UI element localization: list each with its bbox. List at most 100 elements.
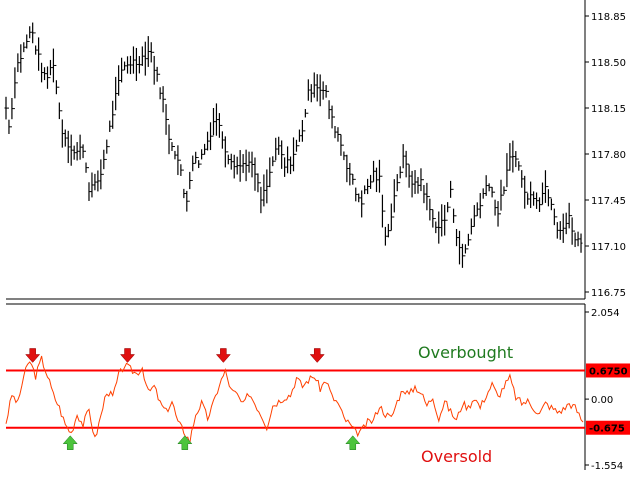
price-bar <box>78 134 82 160</box>
oscillator-tick-label: 2.054 <box>591 308 620 319</box>
price-bar <box>380 175 384 228</box>
price-bar <box>357 193 361 203</box>
price-bar <box>161 86 165 113</box>
price-bar <box>375 167 379 193</box>
price-bar <box>475 202 479 217</box>
price-bar <box>490 186 494 198</box>
price-bar <box>401 144 405 173</box>
price-bar <box>90 172 94 198</box>
price-bar <box>22 42 26 60</box>
price-tick-label: 117.45 <box>591 196 626 207</box>
price-bar <box>10 97 14 128</box>
price-bar <box>146 36 150 67</box>
signal-arrows <box>25 348 361 450</box>
price-bar <box>330 105 334 129</box>
price-bar <box>463 244 467 257</box>
price-bar <box>315 74 319 102</box>
price-bar <box>149 42 153 63</box>
price-bar <box>348 162 352 186</box>
price-bar <box>339 133 343 156</box>
price-bar <box>87 167 91 201</box>
price-bar <box>416 176 420 194</box>
price-bar <box>404 150 408 178</box>
price-bar <box>369 174 373 189</box>
price-bar <box>543 170 547 203</box>
price-tick-label: 116.75 <box>591 288 626 299</box>
price-bar <box>226 151 230 165</box>
price-y-ticks: 118.85 118.50 118.15 117.80 117.45 117.10 116.… <box>585 12 626 299</box>
price-bar <box>72 145 76 160</box>
level-badge <box>586 363 630 378</box>
price-bar <box>389 203 393 232</box>
price-bar <box>428 196 432 221</box>
price-bar <box>523 175 527 209</box>
price-bar <box>425 182 429 211</box>
price-bar <box>434 218 438 234</box>
price-bar <box>238 150 242 182</box>
price-bar <box>247 151 251 173</box>
price-bar <box>294 139 298 155</box>
price-bar <box>45 66 49 89</box>
price-bar <box>289 156 293 175</box>
price-bar <box>457 230 461 265</box>
level-badge-label: 0.6750 <box>589 366 628 377</box>
price-bar <box>111 100 115 129</box>
price-bar <box>43 67 47 81</box>
price-bar <box>526 191 530 205</box>
price-bar <box>540 182 544 206</box>
price-bar <box>576 231 580 247</box>
price-bar <box>271 156 275 173</box>
price-bar <box>327 90 331 120</box>
price-bar <box>354 178 358 202</box>
price-bar <box>549 197 553 211</box>
price-bar <box>223 136 227 168</box>
price-panel: 118.85 118.50 118.15 117.80 117.45 117.10 116.… <box>4 0 626 300</box>
price-bar <box>134 47 138 81</box>
price-tick-label: 118.85 <box>591 12 626 23</box>
price-bar <box>4 96 8 120</box>
price-bar <box>318 74 322 107</box>
price-bar <box>306 79 310 114</box>
price-tick-label: 118.15 <box>591 104 626 115</box>
price-bar <box>297 129 301 147</box>
price-bar <box>413 170 417 194</box>
price-bar <box>496 201 500 227</box>
price-bar <box>508 143 512 171</box>
price-bar <box>277 136 281 155</box>
sell-arrow-icon <box>309 348 325 363</box>
price-bar <box>176 145 180 176</box>
price-bar <box>410 170 414 198</box>
price-bar <box>123 61 127 71</box>
price-bar <box>535 192 539 209</box>
price-bar <box>128 55 132 75</box>
price-bar <box>214 103 218 136</box>
price-bar <box>372 160 376 183</box>
price-bar <box>514 151 518 168</box>
price-bar <box>449 180 453 208</box>
price-bar <box>573 230 577 248</box>
price-bar <box>268 157 272 188</box>
price-bar <box>383 210 387 246</box>
buy-arrow-icon <box>177 435 193 450</box>
price-bar <box>102 149 106 175</box>
overbought-label: Overbought <box>418 343 513 362</box>
price-bar <box>333 116 337 139</box>
oscillator-tick-label: 0.00 <box>591 395 613 406</box>
price-bar <box>561 213 565 243</box>
price-bar <box>570 215 574 245</box>
price-bar <box>395 174 399 197</box>
price-bar <box>493 191 497 216</box>
price-bar <box>57 86 61 120</box>
price-bar <box>143 41 147 76</box>
sell-arrow-icon <box>25 348 41 363</box>
price-bar <box>203 143 207 155</box>
price-bar <box>377 159 381 193</box>
price-bar <box>431 209 435 228</box>
price-bar <box>170 138 174 151</box>
price-bar <box>185 190 189 212</box>
price-bar <box>256 173 260 193</box>
price-bar <box>529 181 533 209</box>
buy-arrow-icon <box>62 435 78 450</box>
price-bar <box>140 46 144 66</box>
